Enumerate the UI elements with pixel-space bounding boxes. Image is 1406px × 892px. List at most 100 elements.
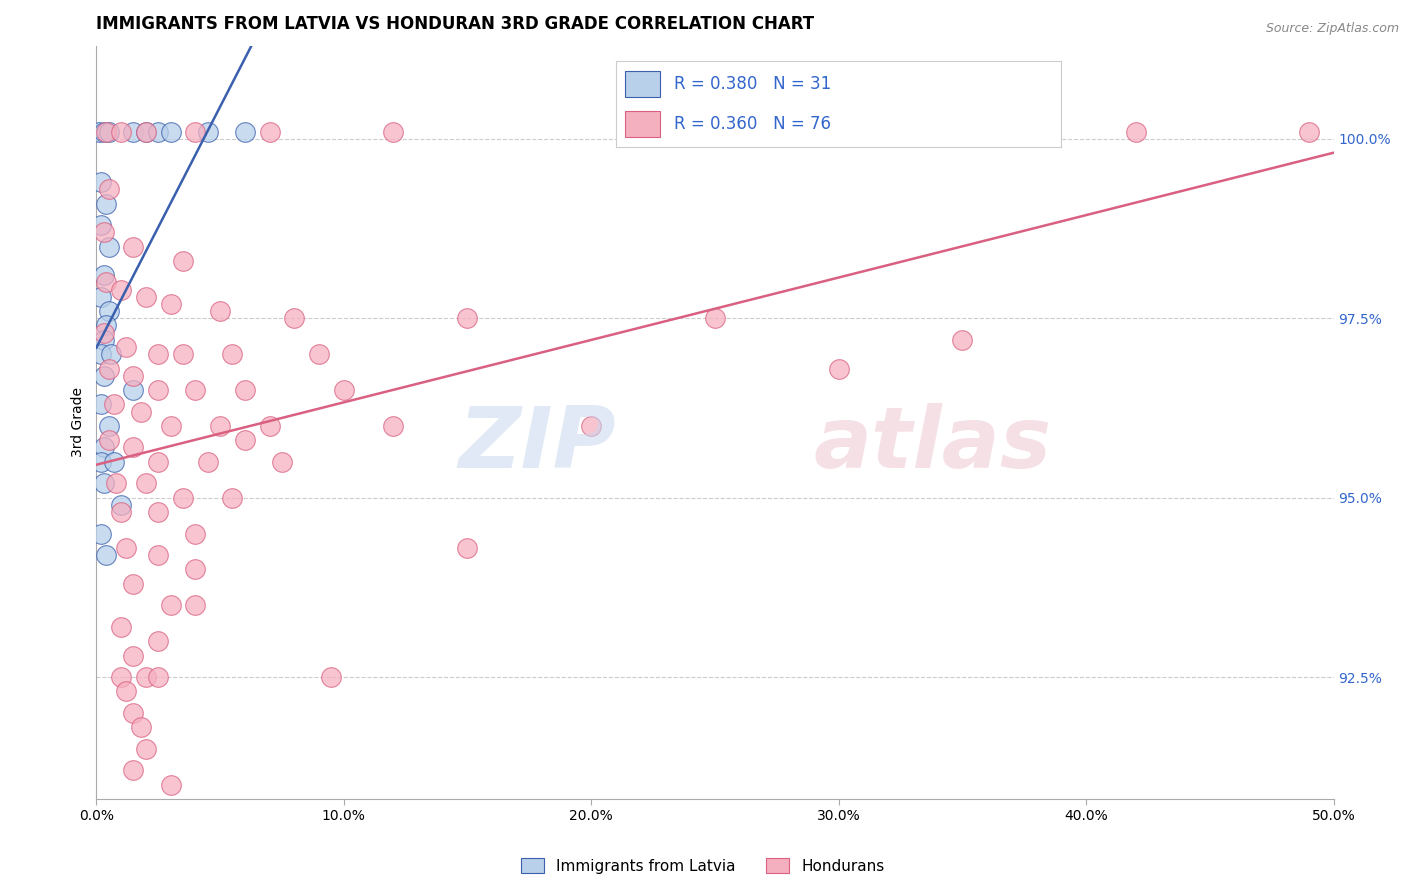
Point [135,670,157,684]
Text: Source: ZipAtlas.com: Source: ZipAtlas.com [1265,22,1399,36]
Point [233,383,256,397]
Point [148,347,170,361]
Point [122,368,145,383]
Point [382,125,405,139]
Point [115,684,138,698]
Point [184,599,207,613]
Point [93,368,115,383]
Point [110,620,132,634]
Point [90,290,112,304]
Point [129,720,152,734]
Point [93,125,115,139]
Point [950,333,973,347]
Point [96,318,118,333]
Point [90,175,112,189]
Point [90,347,112,361]
Point [457,311,479,326]
Point [93,225,115,239]
Point [122,441,145,455]
Point [221,347,243,361]
Point [184,526,207,541]
Point [308,347,330,361]
Point [259,419,281,434]
Point [122,764,145,778]
Point [159,125,181,139]
Point [93,441,115,455]
Point [579,419,602,434]
Point [90,526,112,541]
Point [97,434,120,448]
Point [96,196,118,211]
Point [100,347,122,361]
Point [135,125,157,139]
Point [148,548,170,562]
Point [221,491,243,505]
Point [148,125,170,139]
Point [827,361,849,376]
Point [1125,125,1147,139]
Point [209,304,232,318]
Point [333,383,356,397]
Point [93,268,115,283]
Point [122,125,145,139]
Point [148,670,170,684]
Point [630,125,652,139]
Point [172,254,194,268]
Point [110,283,132,297]
Point [97,182,120,196]
Text: atlas: atlas [814,403,1052,486]
Point [271,455,294,469]
Point [122,648,145,663]
Point [90,397,112,411]
Point [135,742,157,756]
Point [159,297,181,311]
Point [115,541,138,555]
Text: IMMIGRANTS FROM LATVIA VS HONDURAN 3RD GRADE CORRELATION CHART: IMMIGRANTS FROM LATVIA VS HONDURAN 3RD G… [97,15,814,33]
Point [110,125,132,139]
Point [259,125,281,139]
Point [135,476,157,491]
Point [122,706,145,720]
Point [97,125,120,139]
Point [122,239,145,253]
Point [115,340,138,354]
Point [96,125,118,139]
Point [148,634,170,648]
Point [148,383,170,397]
Point [93,333,115,347]
Point [159,599,181,613]
Point [103,455,125,469]
Point [233,434,256,448]
Point [103,397,125,411]
Point [172,347,194,361]
Point [97,419,120,434]
Point [233,125,256,139]
Point [184,383,207,397]
Point [110,505,132,519]
Point [105,476,128,491]
Point [122,383,145,397]
Point [110,670,132,684]
Point [457,541,479,555]
Point [129,404,152,418]
Point [703,311,725,326]
Point [97,239,120,253]
Point [283,311,305,326]
Point [90,455,112,469]
Point [97,361,120,376]
Point [172,491,194,505]
Y-axis label: 3rd Grade: 3rd Grade [72,387,86,458]
Point [90,218,112,232]
Point [197,455,219,469]
Point [135,125,157,139]
Point [96,548,118,562]
Point [93,476,115,491]
Point [87,125,110,139]
Point [110,498,132,512]
Point [96,276,118,290]
Point [1298,125,1320,139]
Point [184,125,207,139]
Point [382,419,405,434]
Point [184,562,207,576]
Point [93,326,115,340]
